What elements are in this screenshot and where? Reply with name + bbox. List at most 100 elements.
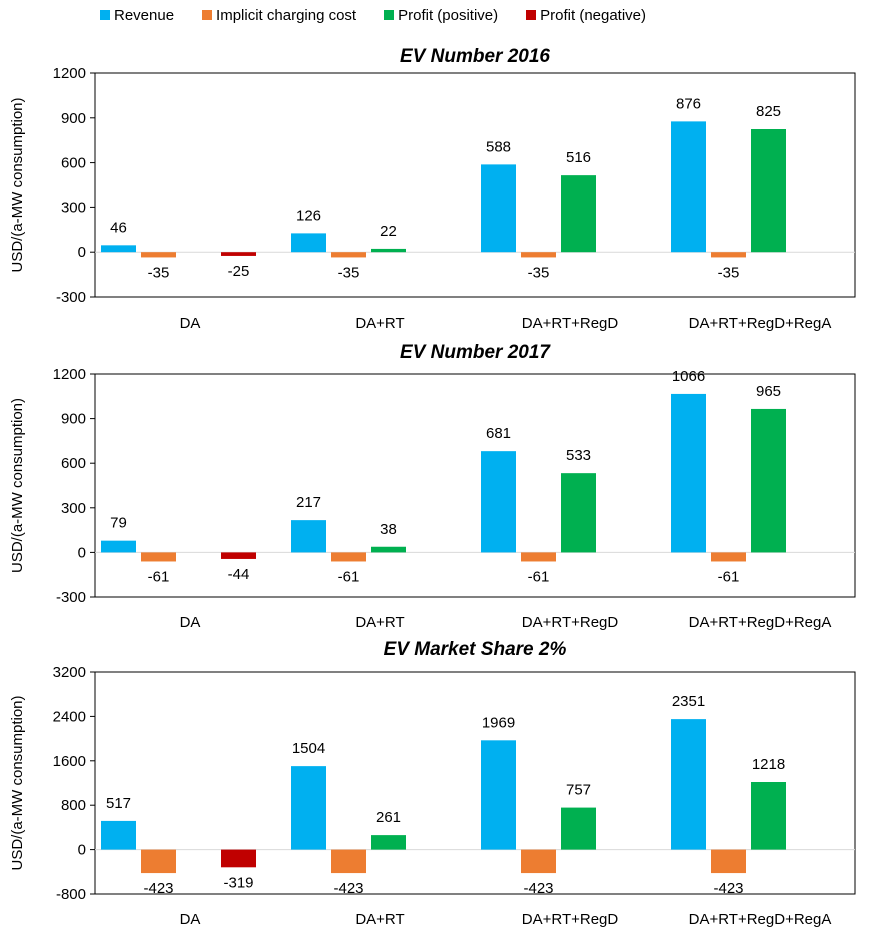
- chart-1-bar-profit-negative: [221, 252, 256, 256]
- chart-1-data-label: 46: [110, 219, 127, 236]
- chart-1-bar-revenue: [291, 233, 326, 253]
- chart-3-ytick-label: 800: [61, 797, 86, 814]
- chart-1-data-label: 516: [566, 149, 591, 166]
- chart-1-ytick-label: 600: [61, 155, 86, 172]
- chart-2-bar-profit-negative: [221, 552, 256, 559]
- chart-3-data-label: -423: [523, 880, 553, 897]
- chart-2-category-label: DA: [180, 614, 201, 631]
- chart-3-plot-frame: [94, 671, 856, 895]
- chart-1-bar-implicit-charging-cost: [711, 252, 746, 258]
- chart-2-data-label: -61: [148, 568, 170, 585]
- chart-2-bar-revenue: [101, 540, 136, 553]
- chart-2-data-label: -61: [528, 568, 550, 585]
- chart-3-bar-revenue: [291, 766, 326, 850]
- chart-2-data-label: -61: [338, 568, 360, 585]
- chart-1-y-axis-label: USD/(a-MW consumption): [9, 97, 26, 272]
- chart-3-category-label: DA: [180, 911, 201, 928]
- chart-2-data-label: 533: [566, 447, 591, 464]
- chart-3-data-label: 757: [566, 782, 591, 799]
- chart-2-bar-revenue: [481, 451, 516, 553]
- chart-1-data-label: -35: [338, 264, 360, 281]
- chart-2-y-axis-label: USD/(a-MW consumption): [9, 398, 26, 573]
- chart-2-title: EV Number 2017: [400, 342, 551, 363]
- chart-3-data-label: 1218: [752, 756, 785, 773]
- chart-1-ytick-label: 0: [78, 244, 86, 261]
- chart-3-bar-profit-negative: [221, 849, 256, 868]
- legend-label-profit-positive: Profit (positive): [398, 6, 499, 24]
- legend-swatch-profit-negative: [526, 10, 537, 20]
- legend-item-profit-negative: Profit (negative): [526, 7, 646, 24]
- chart-2-data-label: -61: [718, 568, 740, 585]
- chart-1-data-label: 588: [486, 138, 511, 155]
- chart-2-data-label: 681: [486, 425, 511, 442]
- chart-2-bar-implicit-charging-cost: [141, 552, 176, 562]
- chart-1-bar-profit-positive: [371, 248, 406, 253]
- chart-1-category-label: DA+RT+RegD+RegA: [689, 315, 832, 332]
- chart-1-bar-implicit-charging-cost: [521, 252, 556, 258]
- chart-3-data-label: 2351: [672, 693, 705, 710]
- chart-2-data-label: -44: [228, 566, 250, 583]
- chart-2-bar-revenue: [291, 520, 326, 553]
- chart-3-bar-implicit-charging-cost: [521, 849, 556, 874]
- chart-1-data-label: -35: [718, 264, 740, 281]
- chart-3-data-label: 1969: [482, 714, 515, 731]
- chart-1-data-label: -25: [228, 263, 250, 280]
- legend-label-revenue: Revenue: [114, 6, 175, 24]
- chart-1-bar-implicit-charging-cost: [331, 252, 366, 258]
- chart-3-category-label: DA+RT+RegD: [522, 911, 619, 928]
- chart-2-ytick-label: -300: [56, 589, 86, 606]
- chart-2-ytick-label: 900: [61, 411, 86, 428]
- chart-2-bar-profit-positive: [371, 546, 406, 553]
- chart-3-bar-revenue: [671, 719, 706, 850]
- chart-3-data-label: -423: [333, 880, 363, 897]
- chart-1-category-label: DA+RT: [355, 315, 404, 332]
- chart-2-bar-profit-positive: [561, 473, 596, 553]
- chart-3-data-label: -319: [223, 874, 253, 891]
- chart-3-data-label: 261: [376, 809, 401, 826]
- chart-1-ytick-label: 300: [61, 199, 86, 216]
- chart-3-ytick-label: 0: [78, 842, 86, 859]
- chart-1-data-label: 876: [676, 95, 701, 112]
- legend-item-revenue: Revenue: [100, 7, 174, 24]
- legend-label-profit-negative: Profit (negative): [540, 6, 647, 24]
- chart-2-category-label: DA+RT+RegD+RegA: [689, 614, 832, 631]
- chart-3-data-label: 1504: [292, 740, 325, 757]
- chart-2-bar-implicit-charging-cost: [711, 552, 746, 562]
- chart-2-bar-implicit-charging-cost: [331, 552, 366, 562]
- chart-3-ytick-label: -800: [56, 886, 86, 903]
- chart-1-data-label: 825: [756, 103, 781, 120]
- chart-1-plot-frame: [94, 72, 856, 298]
- chart-2-ytick-label: 600: [61, 455, 86, 472]
- legend-swatch-revenue: [100, 10, 110, 20]
- chart-1-bar-revenue: [671, 121, 706, 253]
- chart-2-category-label: DA+RT+RegD: [522, 614, 619, 631]
- chart-3-bar-implicit-charging-cost: [331, 849, 366, 874]
- chart-1-bar-implicit-charging-cost: [141, 252, 176, 258]
- chart-2-plot-frame: [94, 373, 856, 598]
- chart-3-bar-revenue: [101, 820, 136, 850]
- legend-swatch-charging-cost: [202, 10, 213, 20]
- chart-3-bar-implicit-charging-cost: [141, 849, 176, 874]
- chart-2-bar-profit-positive: [751, 408, 786, 553]
- chart-2-data-label: 965: [756, 383, 781, 400]
- chart-2-bar-revenue: [671, 393, 706, 553]
- legend-item-charging-cost: Implicit charging cost: [202, 7, 356, 24]
- chart-2-category-label: DA+RT: [355, 614, 404, 631]
- chart-3-bar-implicit-charging-cost: [711, 849, 746, 874]
- chart-1-data-label: 22: [380, 223, 397, 240]
- chart-3-ytick-label: 2400: [53, 708, 86, 725]
- chart-1-bar-revenue: [101, 245, 136, 253]
- chart-1-bar-profit-positive: [561, 175, 596, 253]
- chart-2-data-label: 38: [380, 521, 397, 538]
- chart-3-bar-profit-positive: [751, 782, 786, 850]
- chart-3-ytick-label: 3200: [53, 664, 86, 681]
- legend-swatch-profit-positive: [384, 10, 395, 20]
- chart-1-ytick-label: 900: [61, 110, 86, 127]
- chart-3-bar-revenue: [481, 740, 516, 850]
- chart-2-ytick-label: 300: [61, 500, 86, 517]
- chart-1-data-label: 126: [296, 207, 321, 224]
- chart-3-bar-profit-positive: [371, 835, 406, 850]
- chart-1-title: EV Number 2016: [400, 46, 550, 67]
- chart-3-data-label: -423: [143, 880, 173, 897]
